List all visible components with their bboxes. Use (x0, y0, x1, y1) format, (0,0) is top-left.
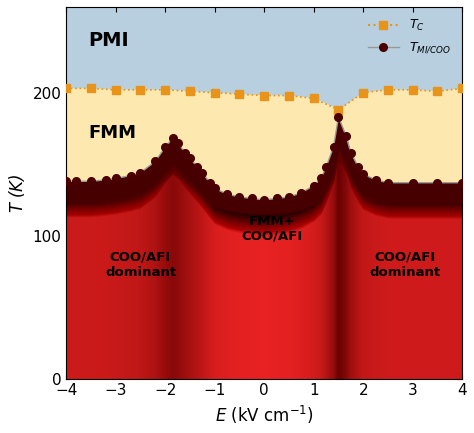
X-axis label: $E$ (kV cm$^{-1}$): $E$ (kV cm$^{-1}$) (215, 404, 314, 426)
Text: FMM: FMM (89, 124, 137, 142)
Legend: $T_\mathregular{C}$, $T_\mathregular{MI/COO}$: $T_\mathregular{C}$, $T_\mathregular{MI/… (363, 13, 456, 61)
Text: COO/AFI
dominant: COO/AFI dominant (370, 251, 441, 279)
Text: COO/AFI
dominant: COO/AFI dominant (105, 251, 176, 279)
Text: PMI: PMI (89, 31, 129, 49)
Y-axis label: $T$ (K): $T$ (K) (7, 173, 27, 213)
Text: FMM+
COO/AFI: FMM+ COO/AFI (241, 215, 302, 243)
